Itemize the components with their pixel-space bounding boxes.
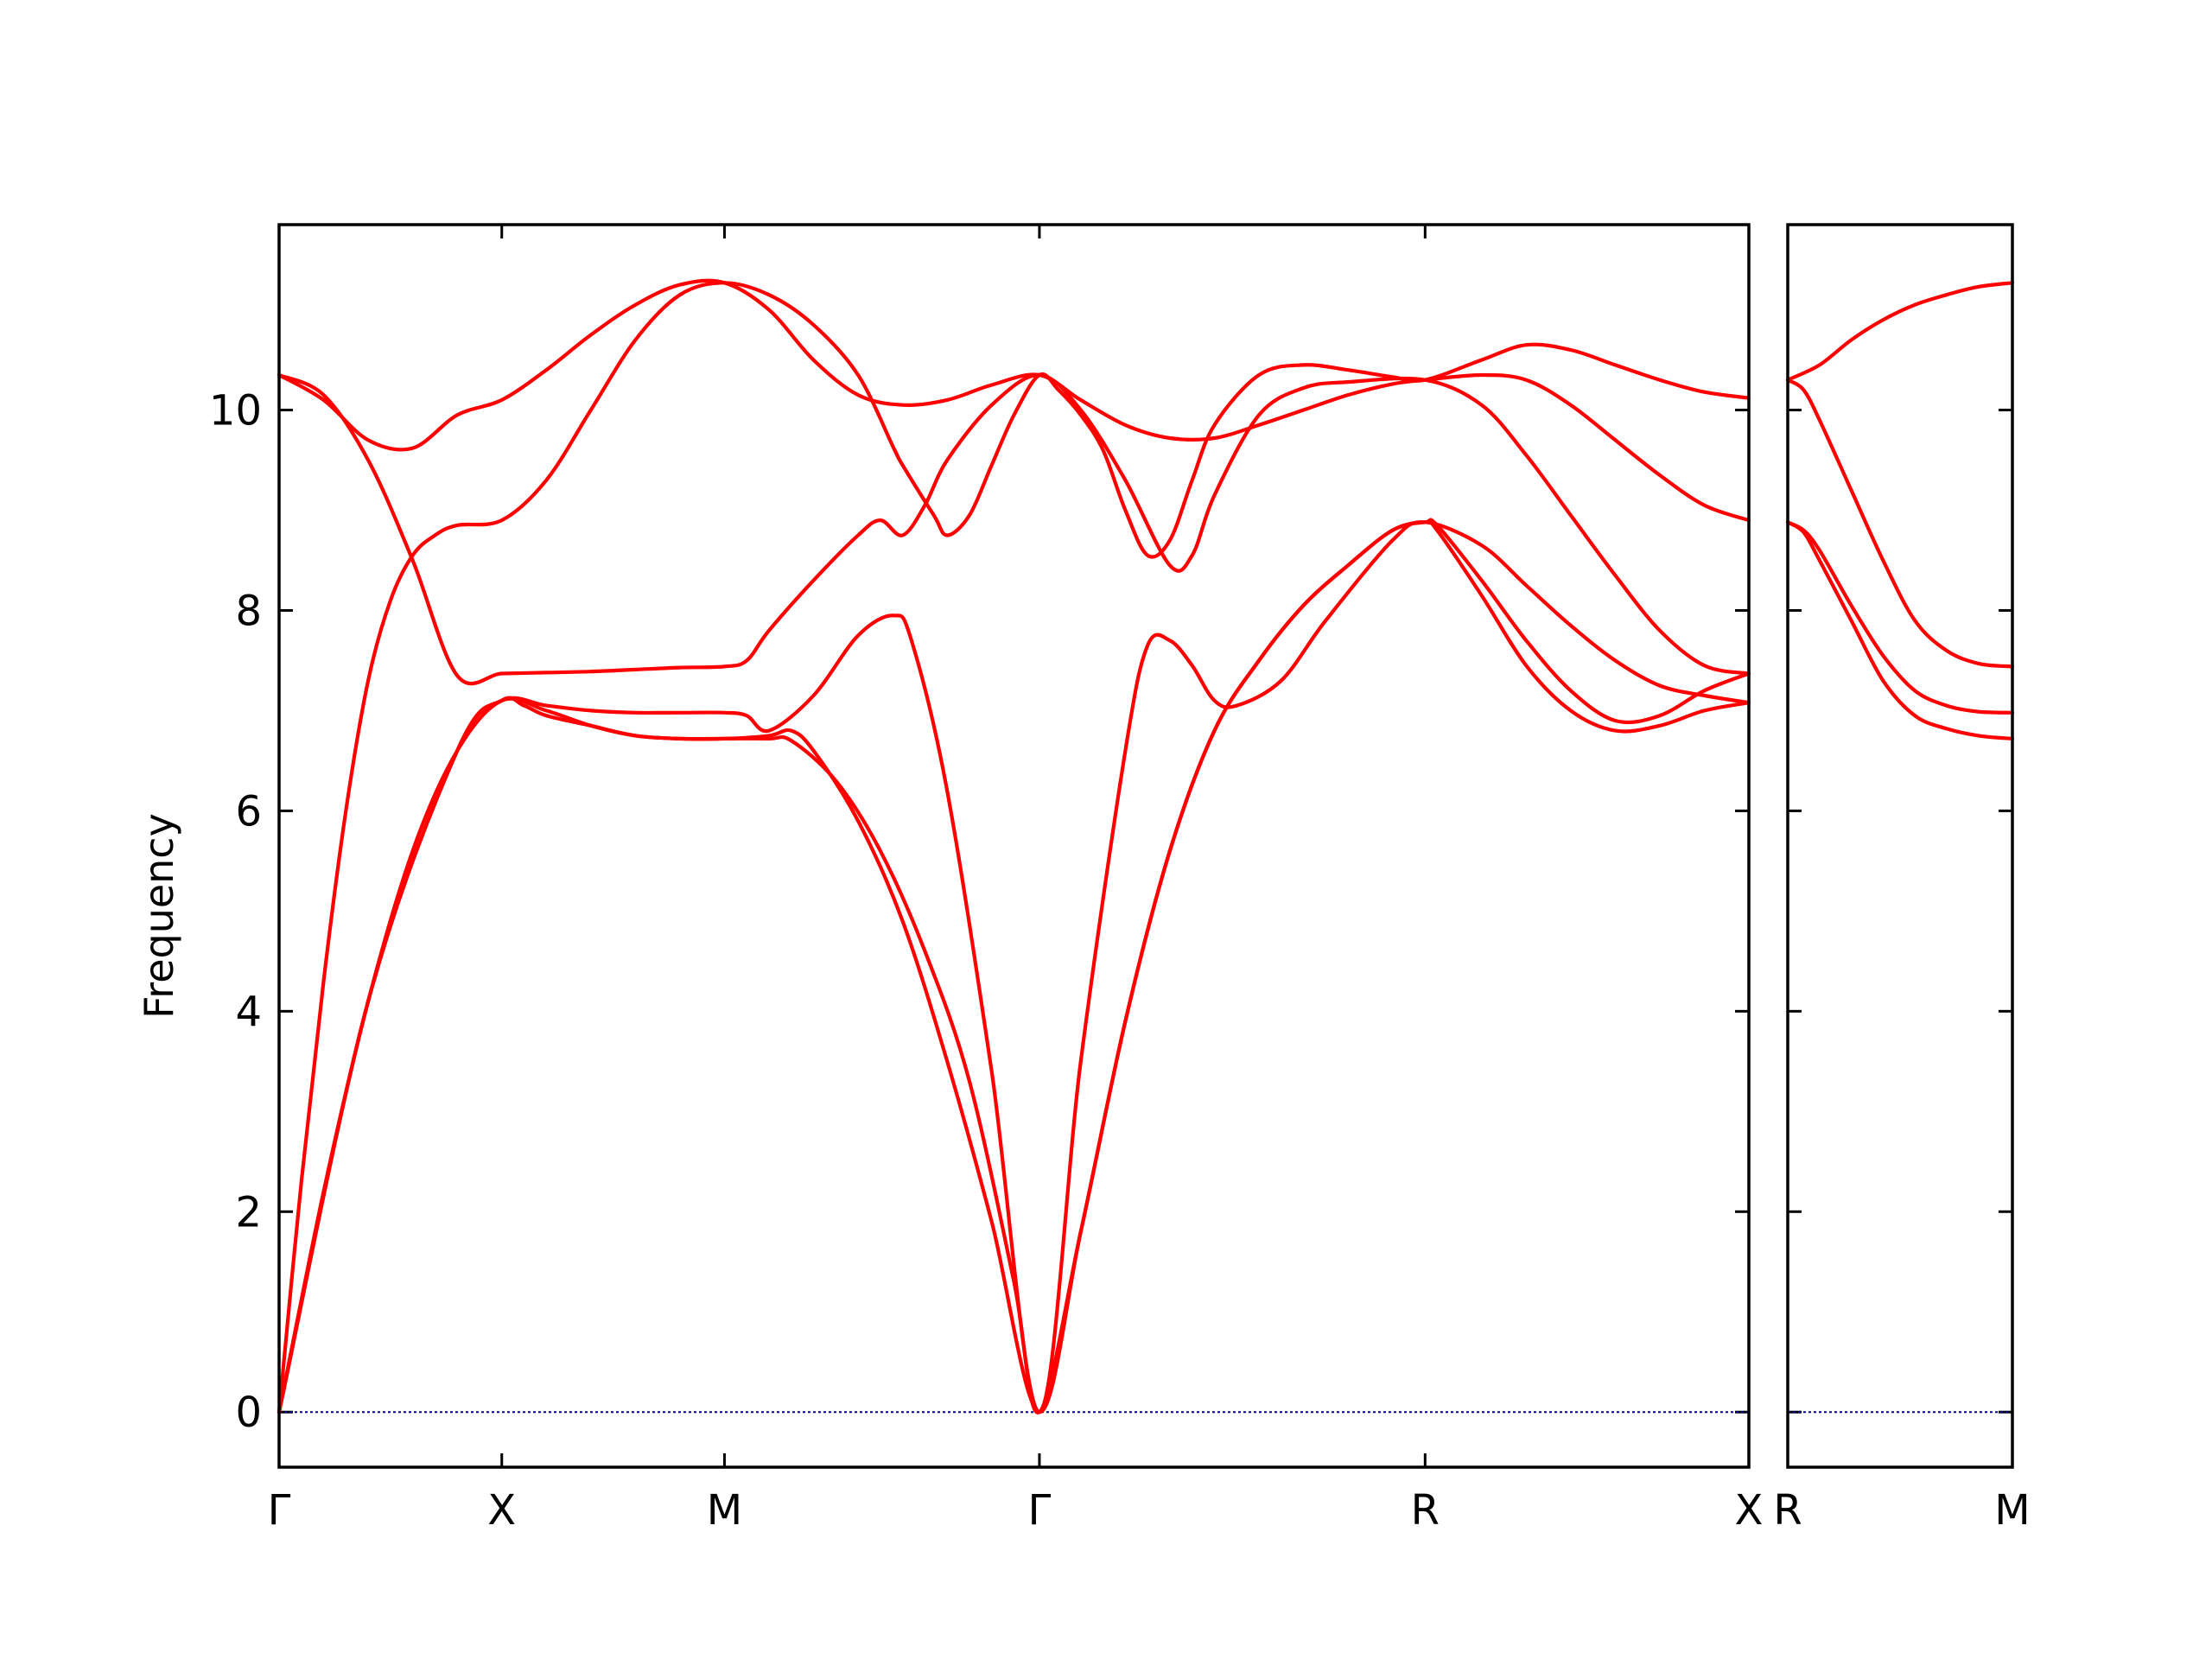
x-tick-label: R — [1411, 1486, 1440, 1535]
y-tick-label: 10 — [209, 387, 262, 435]
phonon-band — [1785, 281, 2015, 382]
phonon-band — [276, 518, 1751, 1414]
phonon-band — [276, 278, 1751, 523]
phonon-band — [276, 520, 1751, 1414]
x-tick-label: Γ — [268, 1486, 291, 1535]
band-lines — [276, 278, 2015, 1414]
phonon-band — [1785, 520, 2015, 715]
y-tick-label: 0 — [235, 1389, 262, 1437]
phonon-band — [276, 372, 1751, 686]
y-tick-label: 6 — [235, 787, 262, 836]
phonon-band — [276, 281, 1751, 1414]
x-tick-label: Γ — [1028, 1486, 1052, 1535]
x-tick-label: X — [1735, 1486, 1764, 1535]
axes-frame-side — [1786, 223, 2014, 1469]
x-tick-label: M — [1994, 1486, 2030, 1535]
y-axis-ticks: 0 2 4 6 8 10 — [209, 225, 2014, 1467]
y-tick-label: 4 — [235, 988, 262, 1036]
y-axis-label: Frequency — [136, 813, 182, 1019]
x-tick-label: X — [487, 1486, 516, 1535]
axis-frames — [277, 223, 2014, 1469]
phonon-band — [1785, 378, 2015, 669]
x-tick-label: R — [1773, 1486, 1802, 1535]
x-tick-label: M — [707, 1486, 742, 1535]
y-tick-label: 8 — [235, 587, 262, 635]
y-tick-label: 2 — [235, 1188, 262, 1236]
phonon-band — [1785, 520, 2015, 741]
axes-frame-main — [277, 223, 1751, 1469]
